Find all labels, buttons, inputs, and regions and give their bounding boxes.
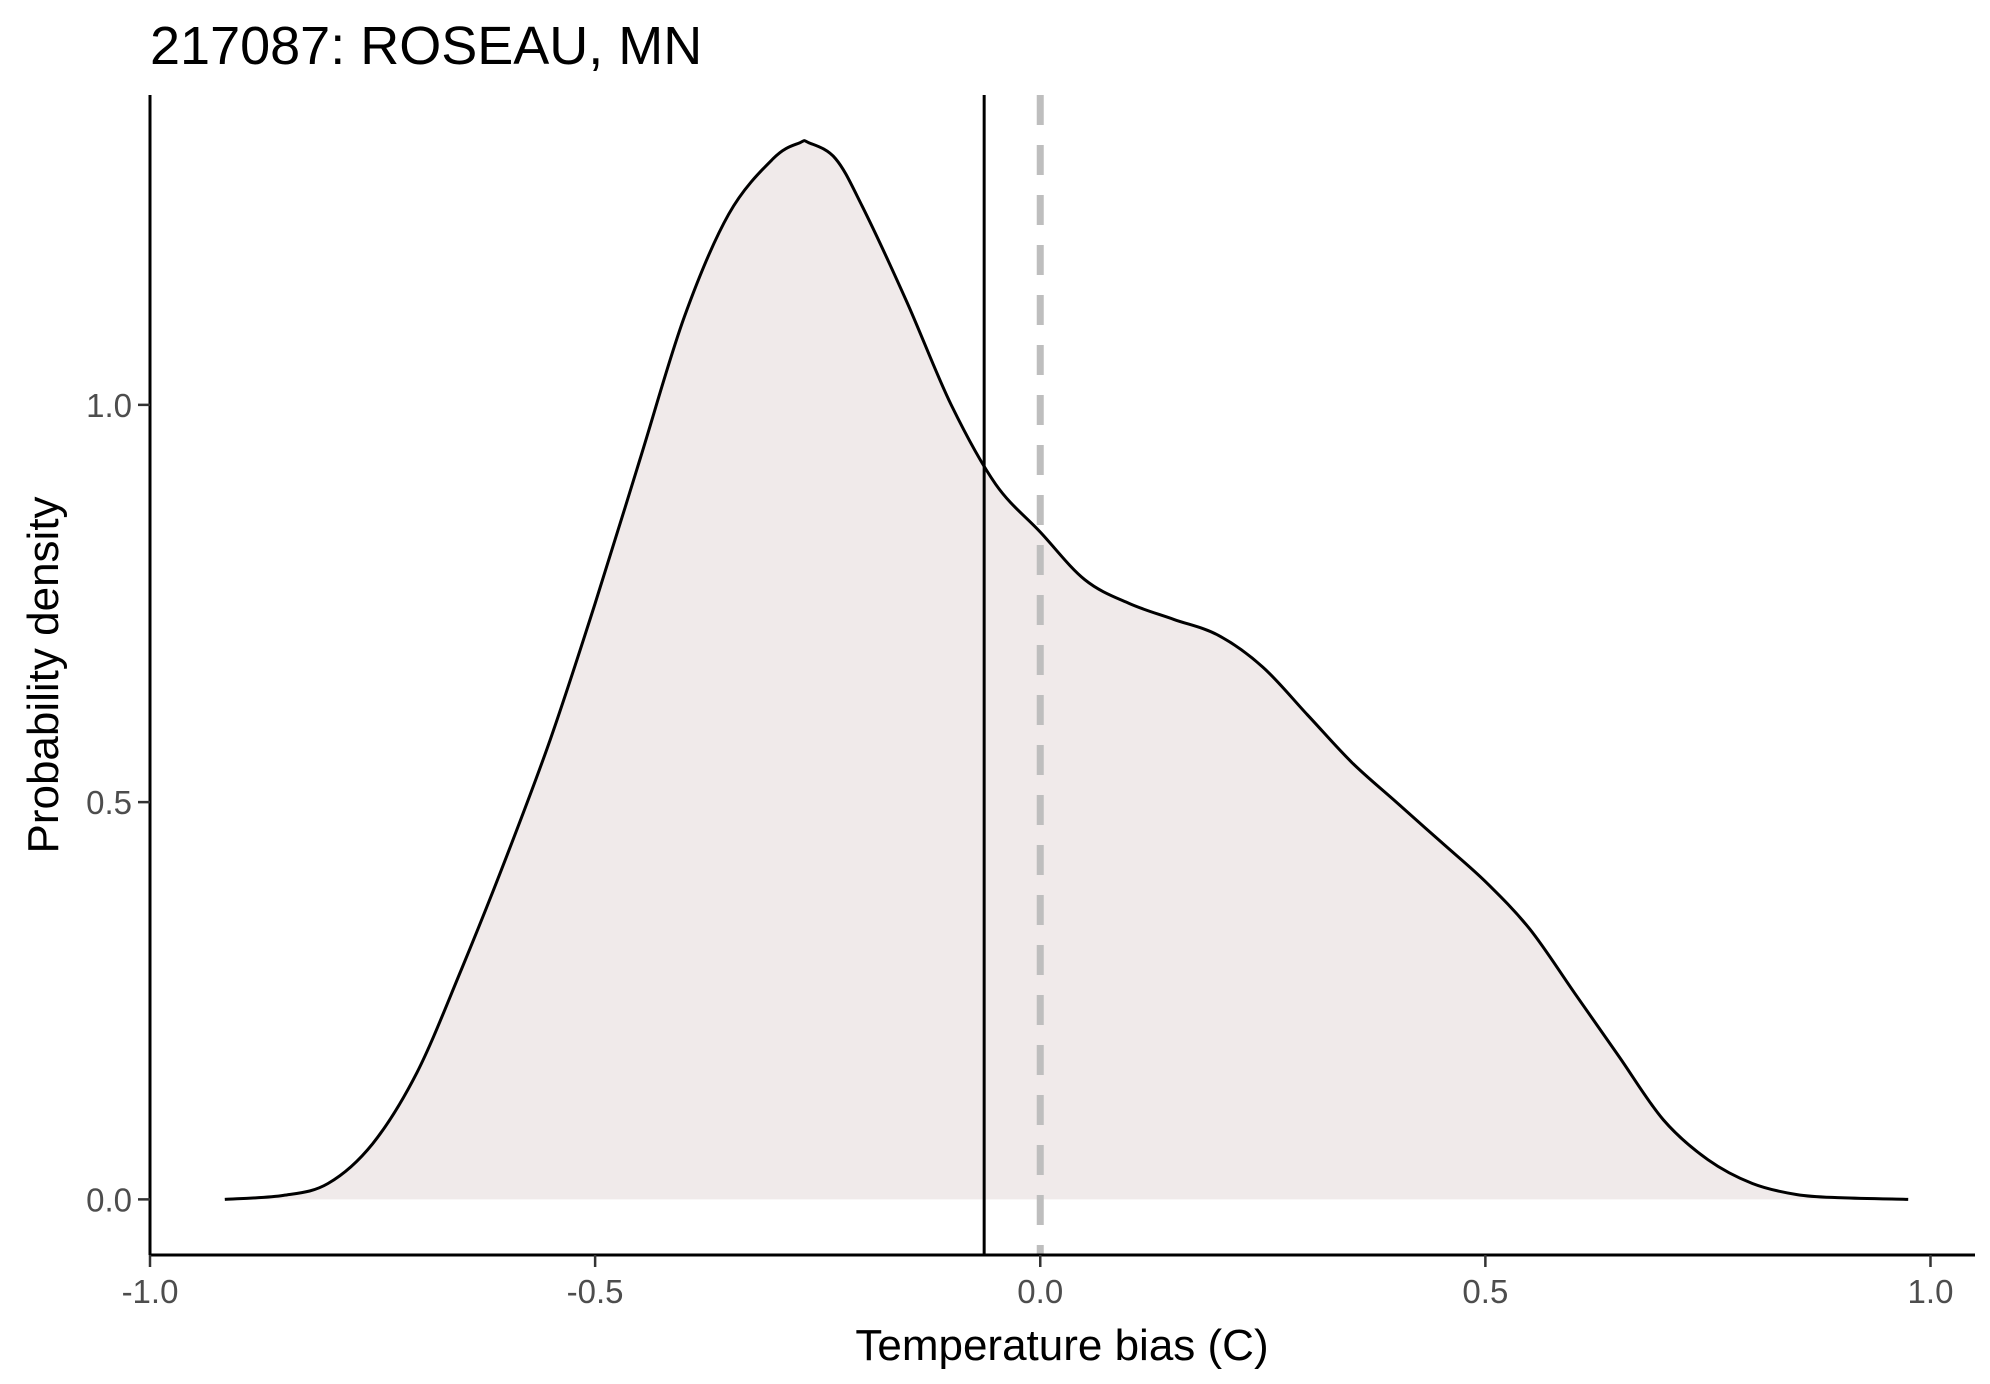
- chart-title: 217087: ROSEAU, MN: [150, 16, 702, 76]
- y-axis-title: Probability density: [19, 496, 68, 853]
- x-tick-label: 0.0: [1017, 1273, 1063, 1310]
- density-curve-line: [224, 139, 1909, 1201]
- x-tick-label: -1.0: [122, 1273, 179, 1310]
- density-fill-area: [224, 140, 1909, 1200]
- plot-area: [224, 95, 1909, 1255]
- axes: -1.0 -0.5 0.0 0.5 1.0 0.0 0.5 1.0: [86, 95, 1975, 1310]
- y-tick-label: 1.0: [86, 387, 132, 424]
- x-tick-label: -0.5: [567, 1273, 624, 1310]
- x-axis-title: Temperature bias (C): [855, 1321, 1268, 1370]
- x-tick-label: 1.0: [1908, 1273, 1954, 1310]
- y-tick-label: 0.5: [86, 784, 132, 821]
- y-tick-label: 0.0: [86, 1181, 132, 1218]
- x-tick-label: 0.5: [1462, 1273, 1508, 1310]
